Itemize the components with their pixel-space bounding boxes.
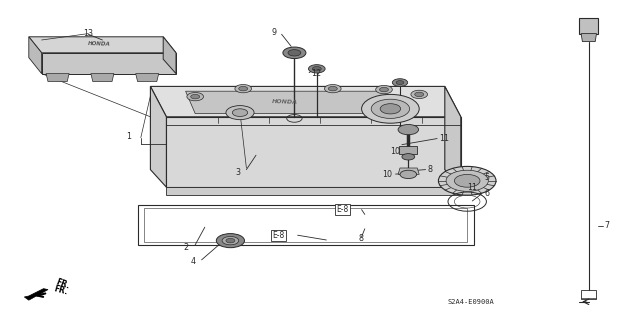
Circle shape [402, 154, 415, 160]
Polygon shape [445, 86, 461, 187]
Circle shape [288, 50, 301, 56]
Circle shape [216, 234, 244, 248]
Polygon shape [46, 74, 69, 82]
Polygon shape [150, 86, 461, 117]
Text: HONDA: HONDA [272, 99, 298, 105]
Circle shape [191, 94, 200, 99]
Circle shape [239, 86, 248, 91]
Circle shape [235, 84, 252, 93]
Circle shape [328, 86, 337, 91]
Polygon shape [166, 117, 461, 187]
Text: 10: 10 [381, 170, 392, 179]
Polygon shape [136, 74, 159, 82]
Text: HONDA: HONDA [88, 41, 111, 47]
Circle shape [226, 238, 235, 243]
Text: 3: 3 [235, 168, 240, 177]
Text: 10: 10 [390, 147, 400, 156]
Text: 7: 7 [605, 221, 610, 230]
Circle shape [396, 81, 404, 84]
Polygon shape [579, 18, 598, 34]
Circle shape [283, 47, 306, 59]
Circle shape [392, 79, 408, 86]
Polygon shape [186, 91, 394, 114]
Polygon shape [166, 187, 461, 195]
Circle shape [187, 92, 204, 101]
Polygon shape [91, 74, 114, 82]
Circle shape [446, 170, 488, 191]
Circle shape [226, 106, 254, 120]
Circle shape [415, 92, 424, 97]
Text: 6: 6 [484, 189, 490, 198]
Circle shape [411, 90, 428, 99]
Polygon shape [150, 86, 166, 187]
Polygon shape [398, 168, 419, 174]
Circle shape [380, 87, 388, 92]
Circle shape [371, 99, 410, 118]
Circle shape [438, 166, 496, 195]
Text: 11: 11 [467, 183, 477, 192]
Text: 8: 8 [358, 234, 364, 243]
Circle shape [222, 236, 239, 245]
Text: 5: 5 [484, 173, 490, 182]
Polygon shape [42, 53, 176, 74]
Text: 11: 11 [439, 134, 449, 143]
Text: FR.: FR. [54, 278, 71, 291]
Circle shape [380, 104, 401, 114]
Text: E-8: E-8 [272, 231, 285, 240]
Text: FR.: FR. [52, 284, 68, 297]
Text: E-8: E-8 [336, 205, 349, 214]
Circle shape [308, 65, 325, 73]
Circle shape [398, 124, 419, 135]
Circle shape [232, 109, 248, 116]
Text: 12: 12 [311, 69, 321, 78]
Polygon shape [581, 34, 596, 42]
Circle shape [312, 67, 321, 71]
Text: 2: 2 [184, 244, 189, 252]
Circle shape [400, 170, 417, 179]
Circle shape [324, 84, 341, 93]
Polygon shape [24, 289, 48, 300]
Text: 9: 9 [272, 28, 277, 37]
Polygon shape [29, 37, 176, 53]
Polygon shape [29, 37, 42, 74]
Text: 8: 8 [428, 165, 433, 174]
Text: S2A4-E0900A: S2A4-E0900A [448, 300, 495, 305]
Text: 4: 4 [190, 257, 195, 266]
Text: 1: 1 [126, 132, 131, 140]
Text: 13: 13 [83, 29, 93, 38]
Polygon shape [399, 146, 417, 154]
Circle shape [454, 174, 480, 187]
Polygon shape [163, 37, 176, 74]
Circle shape [376, 85, 392, 94]
Circle shape [362, 94, 419, 123]
